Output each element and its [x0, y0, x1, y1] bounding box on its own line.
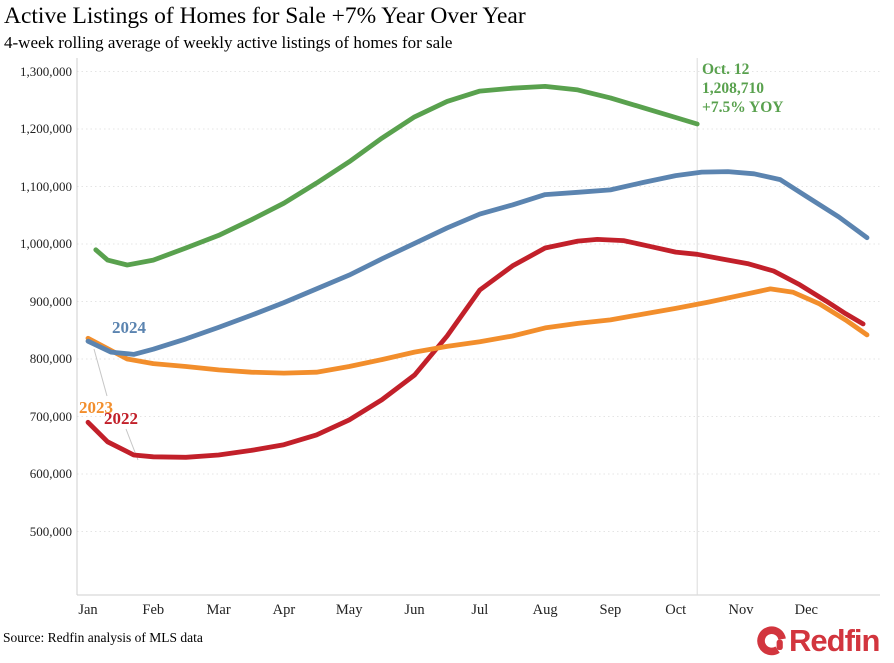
y-tick-label: 500,000 — [29, 523, 72, 539]
series-line-latest-year — [93, 84, 700, 268]
y-tick-label: 1,000,000 — [20, 236, 72, 251]
latest-point-annotation: Oct. 12 1,208,710 +7.5% YOY — [702, 60, 783, 117]
x-tick-label: Dec — [794, 602, 818, 618]
x-tick-label: Jun — [404, 602, 425, 618]
series-line-2024 — [85, 169, 870, 357]
annotation-date: Oct. 12 — [702, 61, 750, 78]
annotation-yoy: +7.5% YOY — [702, 99, 784, 116]
x-tick-label: Sep — [599, 602, 622, 618]
annotation-value: 1,208,710 — [702, 80, 764, 97]
series-line-2023 — [85, 286, 870, 376]
x-tick-label: Nov — [728, 602, 754, 618]
y-tick-label: 800,000 — [29, 351, 72, 366]
chart-subtitle: 4-week rolling average of weekly active … — [4, 33, 453, 52]
y-tick-label: 900,000 — [29, 293, 72, 309]
redfin-wordmark: Redfin — [789, 623, 880, 658]
y-tick-label: 1,300,000 — [20, 63, 72, 79]
x-tick-label: Feb — [142, 602, 165, 618]
series-label-2022: 2022 — [104, 409, 138, 428]
x-tick-label: Oct — [665, 602, 687, 618]
redfin-house-circle-icon — [757, 626, 786, 656]
y-tick-label: 700,000 — [29, 408, 72, 424]
label-leader-line-2023 — [93, 348, 108, 397]
series-label-2024: 2024 — [112, 318, 146, 337]
y-tick-label: 1,200,000 — [20, 121, 72, 136]
x-tick-label: Mar — [206, 602, 231, 618]
source-note: Source: Redfin analysis of MLS data — [3, 630, 203, 645]
x-tick-label: Apr — [272, 602, 296, 618]
y-tick-label: 600,000 — [29, 466, 72, 481]
x-tick-label: May — [335, 602, 363, 618]
series-line-2022 — [85, 236, 866, 460]
x-tick-label: Aug — [532, 602, 558, 618]
series-label-2023: 2023 — [79, 398, 113, 417]
redfin-logo: Redfin — [755, 623, 880, 658]
x-tick-label: Jan — [78, 602, 98, 618]
page-title: Active Listings of Homes for Sale +7% Ye… — [4, 3, 526, 29]
y-tick-label: 1,100,000 — [20, 178, 72, 194]
x-tick-label: Jul — [471, 602, 489, 618]
